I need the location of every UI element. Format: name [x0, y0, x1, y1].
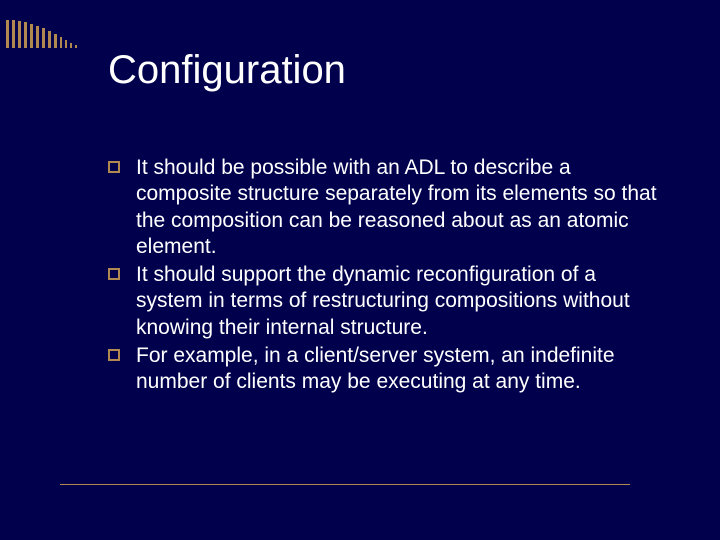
horizontal-rule [60, 484, 630, 485]
slide-body: It should be possible with an ADL to des… [108, 155, 660, 397]
comb-tooth [30, 24, 33, 48]
comb-tooth [75, 45, 77, 48]
comb-tooth [60, 37, 62, 48]
bullet-item: It should support the dynamic reconfigur… [108, 262, 660, 341]
comb-tooth [42, 28, 45, 48]
slide-title: Configuration [108, 48, 346, 93]
square-bullet-icon [108, 349, 120, 361]
comb-tooth [48, 31, 51, 48]
comb-tooth [6, 20, 9, 48]
bullet-text: It should be possible with an ADL to des… [136, 156, 657, 258]
comb-tooth [36, 26, 39, 48]
comb-tooth [54, 34, 57, 48]
square-bullet-icon [108, 161, 120, 173]
comb-tooth [24, 22, 27, 48]
comb-tooth [12, 20, 15, 48]
slide: Configuration It should be possible with… [0, 0, 720, 540]
comb-tooth [65, 40, 67, 48]
square-bullet-icon [108, 268, 120, 280]
bullet-item: It should be possible with an ADL to des… [108, 155, 660, 260]
comb-tooth [70, 43, 72, 48]
decorative-comb-graphic [6, 20, 80, 48]
bullet-item: For example, in a client/server system, … [108, 343, 660, 396]
bullet-text: It should support the dynamic reconfigur… [136, 263, 630, 339]
comb-tooth [18, 21, 21, 48]
bullet-text: For example, in a client/server system, … [136, 344, 615, 393]
